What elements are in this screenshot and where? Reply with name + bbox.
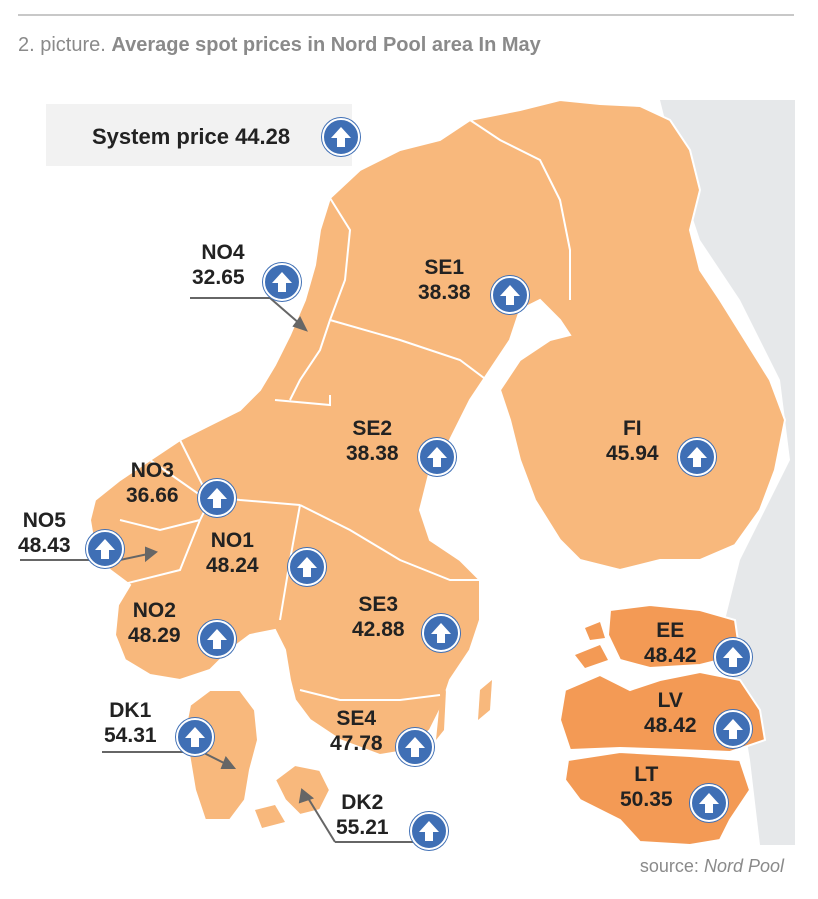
caption-prefix: 2. picture.: [18, 34, 106, 56]
system-price-box: [46, 104, 352, 166]
up-arrow-icon: [176, 718, 214, 756]
area-code: LV: [657, 689, 683, 712]
area-price: 32.65: [192, 266, 245, 289]
area-code: DK1: [109, 699, 152, 722]
area-label-lv: LV 48.42: [644, 688, 697, 738]
area-label-no2: NO2 48.29: [128, 598, 181, 648]
area-code: NO5: [22, 509, 66, 532]
area-code: NO2: [132, 599, 176, 622]
area-label-ee: EE 48.42: [644, 618, 697, 668]
zone-borders: [119, 119, 571, 701]
area-price: 50.35: [620, 788, 673, 811]
area-label-no4: NO4 32.65: [192, 240, 245, 290]
area-price: 36.66: [126, 484, 179, 507]
neighbor-land-russia: [660, 100, 795, 845]
area-label-dk2: DK2 55.21: [336, 790, 389, 840]
area-label-se4: SE4 47.78: [330, 706, 383, 756]
area-label-fi: FI 45.94: [606, 416, 659, 466]
area-price: 38.38: [418, 281, 471, 304]
island-gotland: [478, 680, 492, 720]
area-code: DK2: [341, 791, 384, 814]
up-arrow-icon: [418, 438, 456, 476]
area-price: 45.94: [606, 442, 659, 465]
source-prefix: source:: [639, 856, 699, 876]
up-arrow-icon: [410, 812, 448, 850]
area-label-no3: NO3 36.66: [126, 458, 179, 508]
area-code: FI: [622, 417, 642, 440]
land-latvia: [558, 670, 767, 754]
area-price: 55.21: [336, 816, 389, 839]
up-arrow-icon: [288, 548, 326, 586]
up-arrow-icon: [198, 479, 236, 517]
up-arrow-icon: [714, 638, 752, 676]
land-lithuania: [563, 750, 752, 847]
top-rule: [18, 14, 794, 16]
area-code: SE1: [424, 256, 465, 279]
source-name: Nord Pool: [703, 856, 784, 876]
up-arrow-icon: [396, 728, 434, 766]
source-note: source: Nord Pool: [640, 856, 784, 877]
area-code: SE4: [336, 707, 377, 730]
island-hiiumaa: [585, 622, 605, 640]
area-label-no5: NO5 48.43: [18, 508, 71, 558]
area-price: 48.42: [644, 644, 697, 667]
area-code: NO3: [130, 459, 174, 482]
up-arrow-icon: [198, 620, 236, 658]
area-label-no1: NO1 48.24: [206, 528, 259, 578]
area-label-se1: SE1 38.38: [418, 255, 471, 305]
area-label-lt: LT 50.35: [620, 762, 673, 812]
up-arrow-icon: [263, 263, 301, 301]
area-label-se2: SE2 38.38: [346, 416, 399, 466]
area-price: 38.38: [346, 442, 399, 465]
caption-title: Average spot prices in Nord Pool area In…: [111, 34, 541, 56]
area-price: 48.43: [18, 534, 71, 557]
area-code: NO1: [210, 529, 254, 552]
area-price: 48.24: [206, 554, 259, 577]
area-price: 54.31: [104, 724, 157, 747]
up-arrow-icon: [86, 530, 124, 568]
up-arrow-icon: [322, 118, 360, 156]
up-arrow-icon: [714, 710, 752, 748]
area-price: 42.88: [352, 618, 405, 641]
area-code: SE2: [352, 417, 393, 440]
up-arrow-icon: [491, 276, 529, 314]
up-arrow-icon: [690, 784, 728, 822]
island-oland: [436, 690, 446, 740]
land-dk2-lolland: [255, 805, 285, 828]
area-price: 47.78: [330, 732, 383, 755]
area-code: SE3: [358, 593, 399, 616]
area-label-dk1: DK1 54.31: [104, 698, 157, 748]
area-code: EE: [656, 619, 685, 642]
area-price: 48.29: [128, 624, 181, 647]
island-saaremaa: [575, 645, 608, 668]
area-label-se3: SE3 42.88: [352, 592, 405, 642]
up-arrow-icon: [678, 438, 716, 476]
area-code: LT: [634, 763, 659, 786]
area-price: 48.42: [644, 714, 697, 737]
up-arrow-icon: [422, 614, 460, 652]
area-code: NO4: [201, 241, 245, 264]
figure-caption: 2. picture. Average spot prices in Nord …: [18, 34, 541, 57]
system-price-label: System price 44.28: [92, 124, 291, 149]
